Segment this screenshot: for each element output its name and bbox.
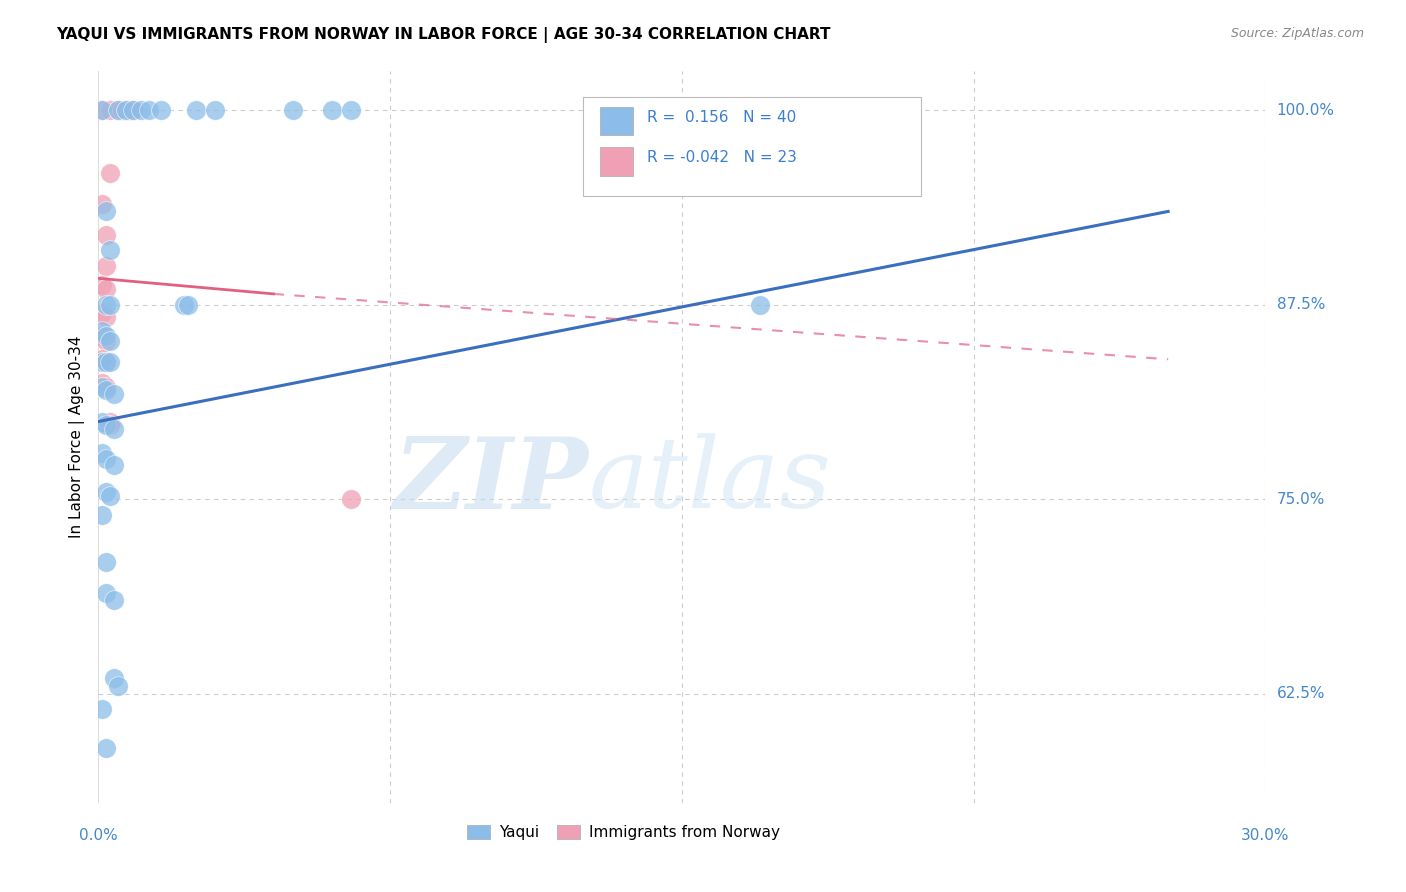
- Point: [91, 380, 114, 394]
- Point: [107, 103, 129, 118]
- Point: [91, 305, 114, 319]
- Text: 100.0%: 100.0%: [1277, 103, 1334, 118]
- Point: [96, 741, 118, 756]
- Point: [91, 196, 114, 211]
- Point: [91, 103, 114, 118]
- Point: [103, 386, 125, 401]
- Point: [748, 298, 770, 312]
- Point: [96, 451, 118, 466]
- Point: [91, 508, 114, 522]
- Text: YAQUI VS IMMIGRANTS FROM NORWAY IN LABOR FORCE | AGE 30-34 CORRELATION CHART: YAQUI VS IMMIGRANTS FROM NORWAY IN LABOR…: [56, 27, 831, 43]
- Bar: [600, 107, 633, 136]
- Text: 87.5%: 87.5%: [1277, 297, 1324, 312]
- Bar: [600, 147, 633, 176]
- Point: [96, 384, 118, 398]
- Point: [98, 355, 121, 369]
- Point: [98, 489, 121, 503]
- Point: [98, 417, 121, 432]
- Point: [96, 204, 118, 219]
- Point: [96, 355, 118, 369]
- Point: [173, 298, 195, 312]
- Text: R = -0.042   N = 23: R = -0.042 N = 23: [647, 150, 797, 165]
- Point: [321, 103, 343, 118]
- Point: [129, 103, 152, 118]
- Point: [91, 277, 114, 292]
- Point: [91, 103, 114, 118]
- Point: [107, 679, 129, 693]
- Point: [96, 355, 118, 369]
- Point: [98, 244, 121, 258]
- Point: [340, 492, 363, 507]
- Point: [96, 585, 118, 599]
- Point: [96, 329, 118, 343]
- Point: [96, 484, 118, 499]
- Point: [96, 298, 118, 312]
- Y-axis label: In Labor Force | Age 30-34: In Labor Force | Age 30-34: [69, 335, 84, 539]
- Point: [96, 310, 118, 325]
- Point: [98, 334, 121, 348]
- Point: [177, 298, 200, 312]
- FancyBboxPatch shape: [582, 97, 921, 195]
- Point: [91, 376, 114, 390]
- Point: [96, 334, 118, 348]
- Point: [103, 671, 125, 685]
- Point: [103, 458, 125, 472]
- Point: [114, 103, 136, 118]
- Point: [91, 445, 114, 459]
- Point: [96, 282, 118, 296]
- Legend: Yaqui, Immigrants from Norway: Yaqui, Immigrants from Norway: [461, 819, 786, 847]
- Point: [340, 103, 363, 118]
- Point: [91, 329, 114, 343]
- Point: [91, 415, 114, 429]
- Point: [91, 352, 114, 367]
- Point: [96, 555, 118, 569]
- Text: ZIP: ZIP: [394, 433, 589, 529]
- Point: [103, 593, 125, 607]
- Point: [98, 415, 121, 429]
- Point: [111, 103, 134, 118]
- Text: 75.0%: 75.0%: [1277, 491, 1324, 507]
- Point: [98, 165, 121, 179]
- Point: [91, 355, 114, 369]
- Point: [122, 103, 145, 118]
- Point: [91, 324, 114, 338]
- Text: 62.5%: 62.5%: [1277, 686, 1324, 701]
- Point: [281, 103, 304, 118]
- Point: [96, 417, 118, 432]
- Point: [149, 103, 172, 118]
- Text: R =  0.156   N = 40: R = 0.156 N = 40: [647, 110, 796, 125]
- Point: [96, 227, 118, 242]
- Text: 0.0%: 0.0%: [79, 828, 118, 843]
- Point: [103, 422, 125, 436]
- Point: [184, 103, 207, 118]
- Point: [91, 702, 114, 716]
- Text: 30.0%: 30.0%: [1241, 828, 1289, 843]
- Point: [107, 103, 129, 118]
- Point: [98, 298, 121, 312]
- Point: [114, 103, 136, 118]
- Point: [96, 259, 118, 273]
- Point: [98, 103, 121, 118]
- Point: [118, 103, 141, 118]
- Point: [138, 103, 160, 118]
- Point: [122, 103, 145, 118]
- Text: Source: ZipAtlas.com: Source: ZipAtlas.com: [1230, 27, 1364, 40]
- Text: atlas: atlas: [589, 434, 831, 529]
- Point: [96, 380, 118, 394]
- Point: [204, 103, 226, 118]
